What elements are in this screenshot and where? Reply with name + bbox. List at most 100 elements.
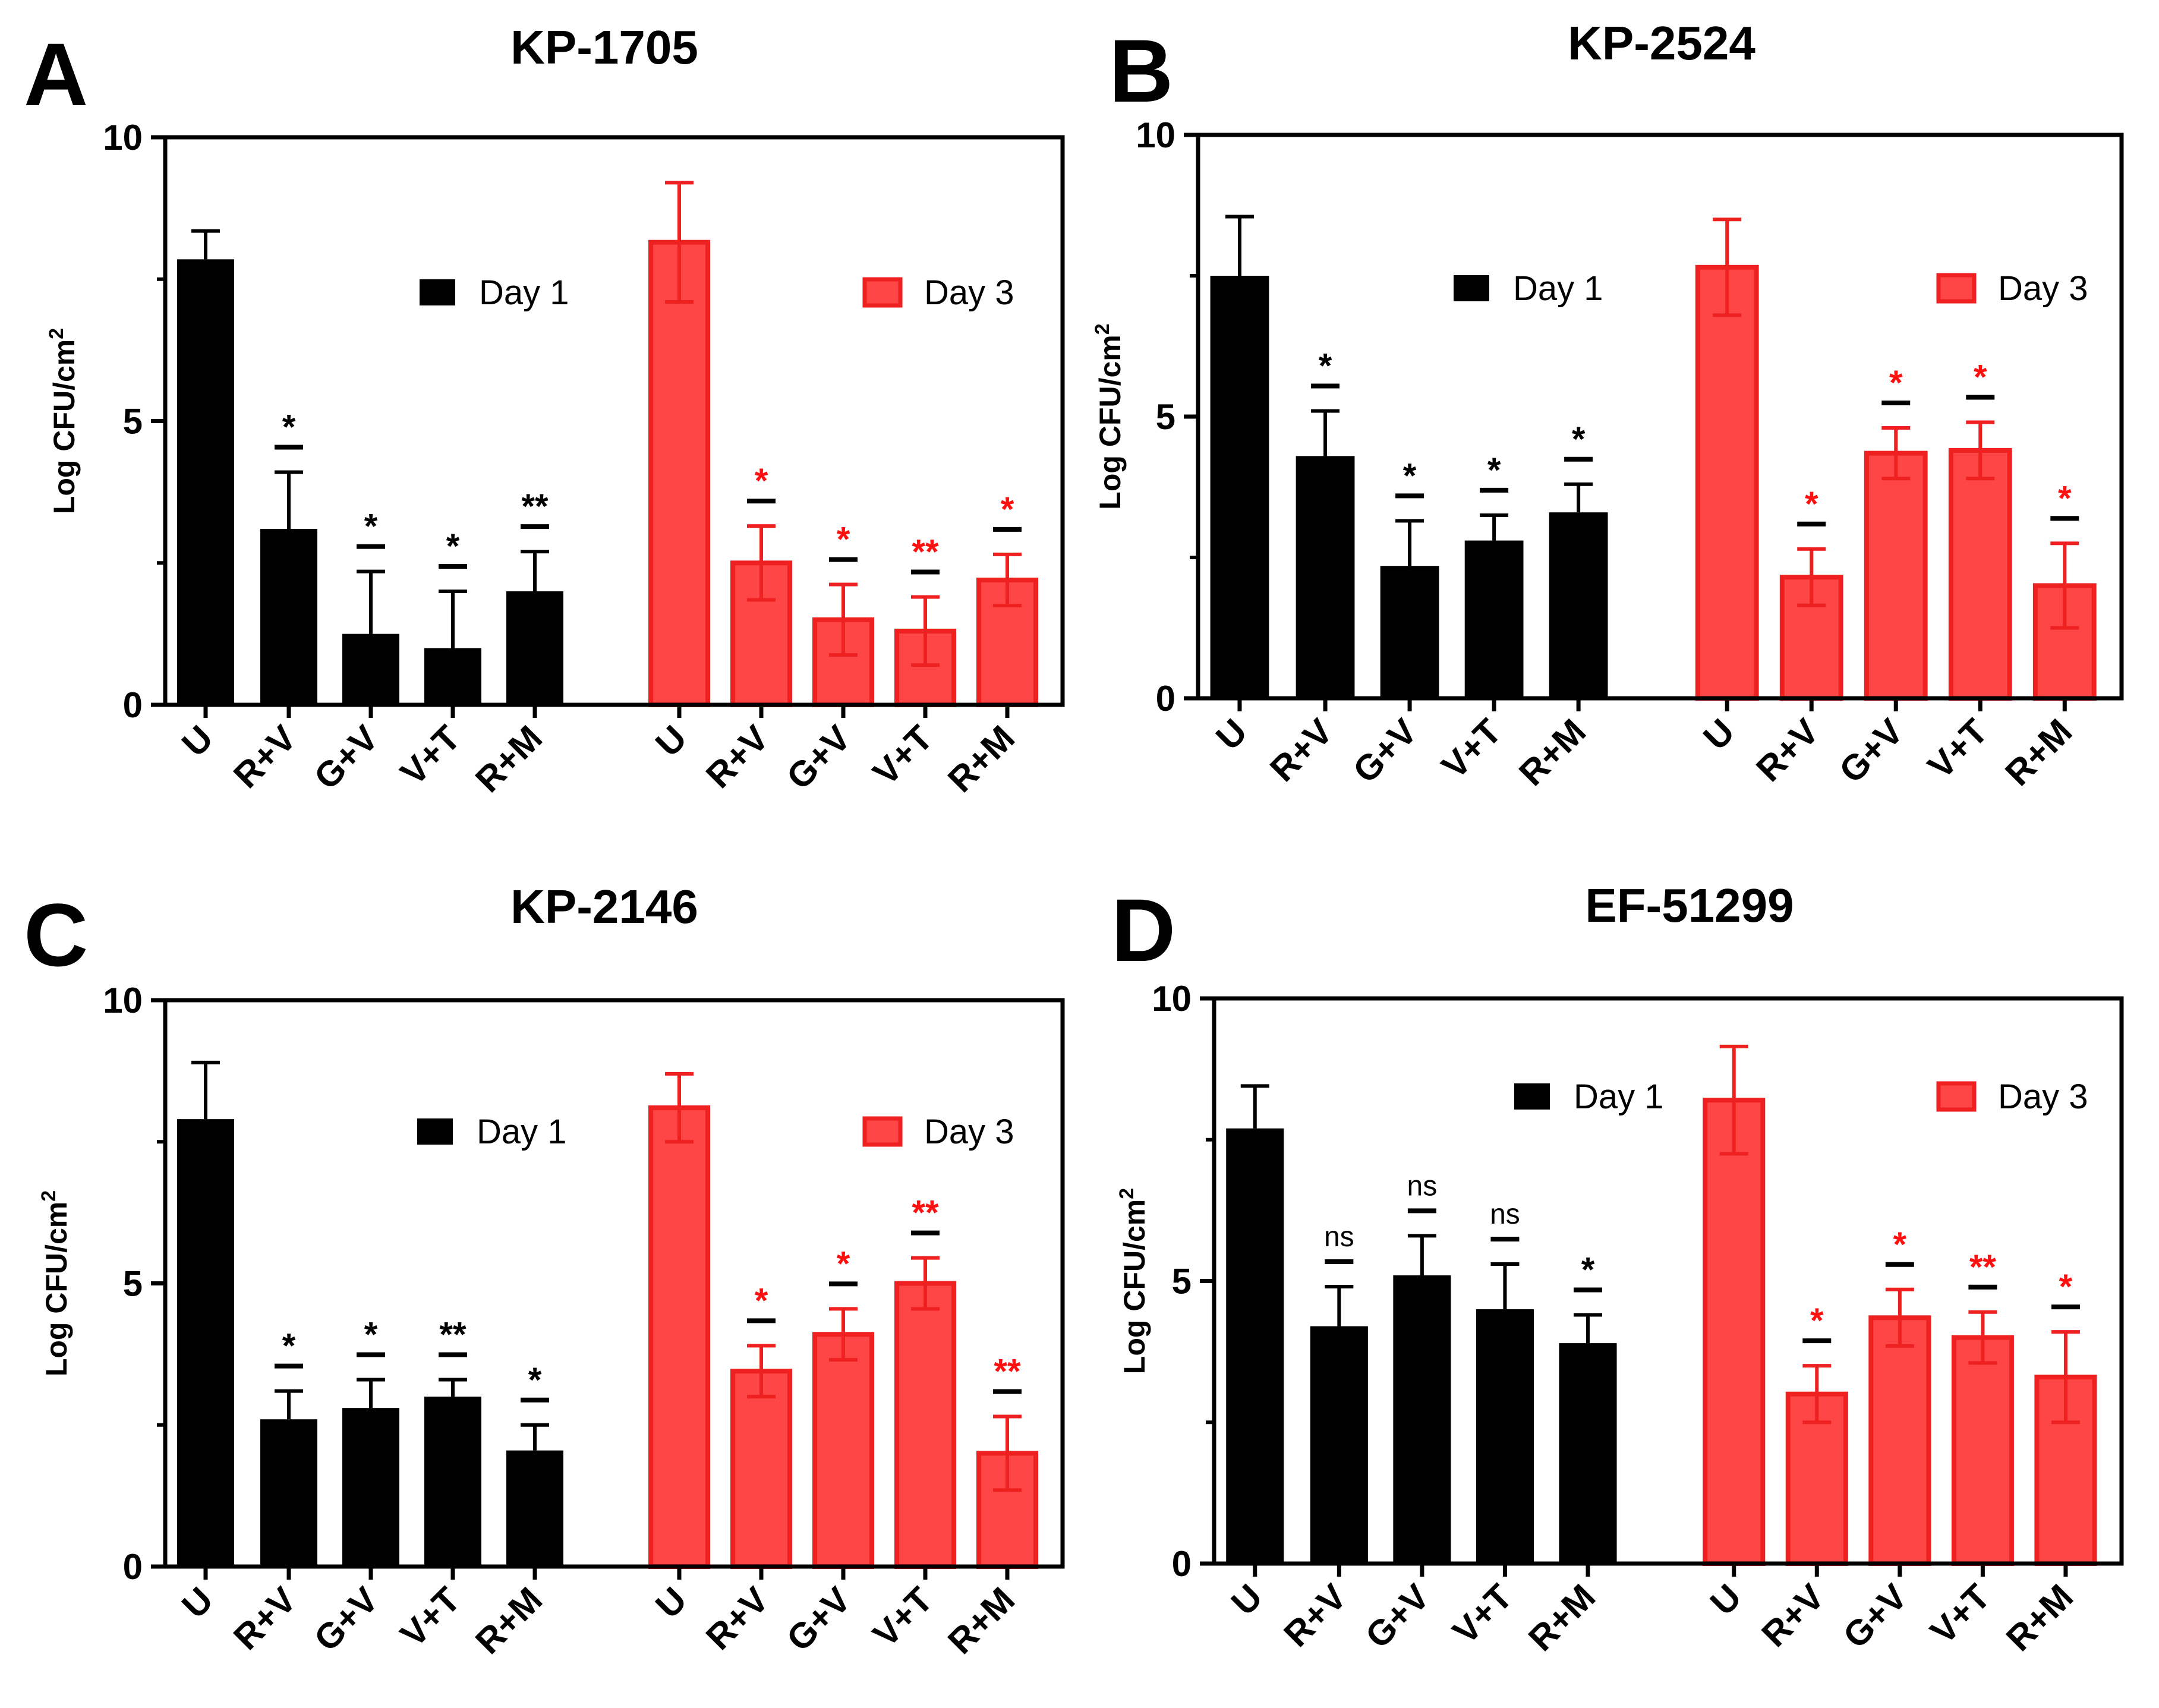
panel-c-bar-day1-vt-sig: ** xyxy=(439,1316,467,1354)
panel-b-ytick-label: 5 xyxy=(1156,397,1175,437)
panel-d-legend-swatch-day3 xyxy=(1936,1081,1977,1112)
panel-a-plot-frame xyxy=(163,135,1065,707)
panel-d-title: EF-51299 xyxy=(1585,879,1794,932)
panel-c-bar-day1-u xyxy=(177,1119,234,1567)
panel-b-xlabel-day1-u: U xyxy=(1208,711,1255,758)
panel-c-bar-day3-gv-sig: * xyxy=(837,1244,850,1283)
panel-a-ytick-label: 0 xyxy=(123,685,143,725)
panel-c-bar-day3-vt-sig: ** xyxy=(912,1194,939,1233)
panel-b-bar-day3-gv-sig: * xyxy=(1889,364,1903,402)
panel-a-bar-day3-u xyxy=(648,240,710,707)
panel-b-xlabel-day3-gv: G+V xyxy=(1832,711,1911,790)
panel-b-xlabel-day1-gv: G+V xyxy=(1345,711,1424,790)
panel-d-bar-day3-rm-sig: * xyxy=(2059,1268,2073,1306)
panel-d-xlabel-day3-vt: V+T xyxy=(1922,1577,1997,1652)
panel-a-bar-day3-gv-sig: * xyxy=(837,521,850,559)
panel-c-bar-day1-rv-sig: * xyxy=(282,1327,296,1366)
panel-b-bar-day1-rm-sig: * xyxy=(1572,420,1586,459)
panel-c-plot-frame xyxy=(163,998,1065,1569)
panel-b-ytick-label: 10 xyxy=(1136,115,1175,155)
panel-b-xlabel-day1-rm: R+M xyxy=(1511,711,1593,793)
panel-d-xlabel-day3-rv: R+V xyxy=(1754,1577,1832,1655)
panel-b-bar-day3-gv xyxy=(1864,450,1928,701)
panel-b-bar-day3-rm-sig: * xyxy=(2058,479,2072,518)
panel-a-bar-day1-vt-sig: * xyxy=(446,527,460,566)
panel-b-bar-day3-rv-sig: * xyxy=(1805,485,1818,524)
panel-a-legend: Day 1 Day 3 xyxy=(420,273,1014,312)
panel-d-xlabel-day1-u: U xyxy=(1224,1577,1270,1623)
panel-b-legend-label-day3: Day 3 xyxy=(1998,269,2088,308)
panel-b: B KP-2524 Log CFU/cm2 0 5 10 U * R+V * G+V * V+T * R+M… xyxy=(1091,17,2124,793)
panel-c-xlabel-day3-vt: V+T xyxy=(865,1580,940,1655)
panel-a-legend-label-day3: Day 3 xyxy=(924,273,1014,312)
panel-b-bar-day3-vt xyxy=(1948,448,2012,701)
panel-d-ytick-label: 10 xyxy=(1152,979,1192,1019)
panel-c-bar-day3-rv xyxy=(730,1369,792,1570)
panel-d-bar-day3-vt xyxy=(1951,1335,2014,1567)
panel-b-xlabel-day1-vt: V+T xyxy=(1434,711,1509,786)
panel-c-ytick-label: 5 xyxy=(123,1264,143,1304)
panel-d-xlabel-day1-rv: R+V xyxy=(1276,1577,1354,1655)
panel-b-bar-day1-rm xyxy=(1549,512,1608,698)
panel-c-bar-day3-u xyxy=(648,1105,710,1569)
panel-d-bar-day1-gv-sig: ns xyxy=(1407,1170,1438,1202)
panel-c-xlabel-day1-gv: G+V xyxy=(307,1580,386,1659)
panel-c-title: KP-2146 xyxy=(510,880,698,933)
panel-d: D EF-51299 Log CFU/cm2 0 5 10 Uns R+V ns G+V ns V+T… xyxy=(1111,879,2124,1659)
panel-b-xlabel-day3-u: U xyxy=(1695,711,1742,758)
panel-b-bar-day1-rv xyxy=(1296,456,1355,698)
panel-a-xlabel-day3-rm: R+M xyxy=(940,718,1022,800)
panel-c-bar-day1-gv-sig: * xyxy=(364,1316,378,1354)
panel-a-bar-day1-vt xyxy=(424,648,481,705)
panel-d-bar-day1-rv xyxy=(1310,1326,1368,1564)
panel-b-legend-label-day1: Day 1 xyxy=(1513,269,1603,308)
panel-c-bar-day3-rm-sig: ** xyxy=(994,1352,1021,1391)
panel-a-xlabel-day1-gv: G+V xyxy=(307,718,386,797)
panel-d-bar-day1-gv xyxy=(1393,1275,1451,1564)
panel-d-legend-swatch-day1 xyxy=(1514,1083,1550,1110)
panel-a-bar-day1-rm xyxy=(506,591,563,705)
panel-d-bar-day3-vt-sig: ** xyxy=(1969,1248,1997,1287)
panel-b-legend: Day 1 Day 3 xyxy=(1454,269,2088,308)
panel-b-xlabel-day3-vt: V+T xyxy=(1920,711,1995,786)
panel-c-xlabel-day1-rm: R+M xyxy=(468,1580,550,1662)
panel-d-xlabel-day3-gv: G+V xyxy=(1836,1577,1915,1656)
panel-a-bar-day1-gv-sig: * xyxy=(364,508,378,546)
panel-a-bar-day1-rv xyxy=(260,528,317,705)
panel-d-xlabel-day3-rm: R+M xyxy=(1999,1577,2081,1659)
panel-c-bar-day3-vt xyxy=(894,1281,956,1569)
panel-b-y-axis-label: Log CFU/cm2 xyxy=(1091,323,1127,509)
panel-b-bar-day1-gv-sig: * xyxy=(1403,456,1417,495)
panel-a-ytick-label: 5 xyxy=(123,402,143,442)
panel-c-bar-day1-rm xyxy=(506,1450,563,1567)
panel-a-title: KP-1705 xyxy=(510,21,698,74)
panel-d-y-axis-label: Log CFU/cm2 xyxy=(1115,1188,1151,1374)
panel-d-bar-day3-rv-sig: * xyxy=(1810,1302,1824,1340)
panel-d-ytick-label: 0 xyxy=(1172,1544,1192,1584)
panel-c-bar-day3-rv-sig: * xyxy=(755,1281,768,1320)
panel-d-bar-day3-gv-sig: * xyxy=(1893,1225,1907,1264)
panel-b-legend-swatch-day3 xyxy=(1936,273,1977,304)
panel-c-legend: Day 1 Day 3 xyxy=(417,1113,1014,1151)
panel-d-legend: Day 1 Day 3 xyxy=(1514,1077,2088,1116)
panel-d-legend-label-day3: Day 3 xyxy=(1998,1077,2088,1116)
panel-b-bar-day1-u xyxy=(1210,276,1269,698)
panel-a-xlabel-day3-rv: R+V xyxy=(698,718,776,796)
panel-d-bar-day1-vt xyxy=(1476,1309,1534,1564)
panel-d-bar-day1-rm-sig: * xyxy=(1581,1251,1595,1290)
panel-a-bar-day3-vt-sig: ** xyxy=(912,533,939,572)
panel-c-xlabel-day3-u: U xyxy=(648,1580,694,1626)
panel-b-title: KP-2524 xyxy=(1568,17,1755,70)
panel-d-plot-frame xyxy=(1212,996,2124,1566)
panel-c-bar-day1-gv xyxy=(342,1408,399,1567)
panel-c-ytick-label: 0 xyxy=(123,1547,143,1587)
panel-c-xlabel-day3-gv: G+V xyxy=(779,1580,858,1659)
panel-b-xlabel-day1-rv: R+V xyxy=(1262,711,1340,789)
panel-b-bar-day1-vt xyxy=(1464,540,1524,698)
panel-c-legend-label-day1: Day 1 xyxy=(477,1113,567,1151)
panel-b-letter: B xyxy=(1109,21,1173,121)
panel-d-legend-label-day1: Day 1 xyxy=(1574,1077,1664,1116)
panel-b-bar-day1-gv xyxy=(1380,566,1439,698)
panel-c-y-axis-label: Log CFU/cm2 xyxy=(37,1190,73,1376)
